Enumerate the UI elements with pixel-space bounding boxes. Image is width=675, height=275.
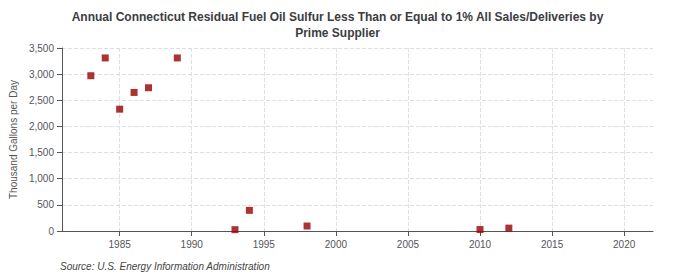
- svg-text:1990: 1990: [181, 239, 204, 250]
- svg-text:Source: U.S. Energy Informatio: Source: U.S. Energy Information Administ…: [60, 261, 270, 272]
- svg-text:Thousand Gallons per Day: Thousand Gallons per Day: [8, 80, 19, 199]
- svg-text:500: 500: [37, 199, 54, 210]
- svg-text:3,500: 3,500: [29, 43, 54, 54]
- svg-text:1,000: 1,000: [29, 173, 54, 184]
- svg-text:2010: 2010: [469, 239, 492, 250]
- svg-text:Annual Connecticut Residual Fu: Annual Connecticut Residual Fuel Oil Sul…: [72, 10, 604, 24]
- svg-text:2015: 2015: [541, 239, 564, 250]
- svg-text:1985: 1985: [109, 239, 132, 250]
- svg-text:2020: 2020: [613, 239, 636, 250]
- svg-text:Prime Supplier: Prime Supplier: [295, 26, 380, 40]
- svg-text:2,500: 2,500: [29, 95, 54, 106]
- svg-text:0: 0: [48, 226, 54, 237]
- svg-text:2005: 2005: [397, 239, 420, 250]
- svg-text:1,500: 1,500: [29, 147, 54, 158]
- svg-text:3,000: 3,000: [29, 69, 54, 80]
- svg-text:2000: 2000: [325, 239, 348, 250]
- svg-text:2,000: 2,000: [29, 121, 54, 132]
- svg-text:1995: 1995: [253, 239, 276, 250]
